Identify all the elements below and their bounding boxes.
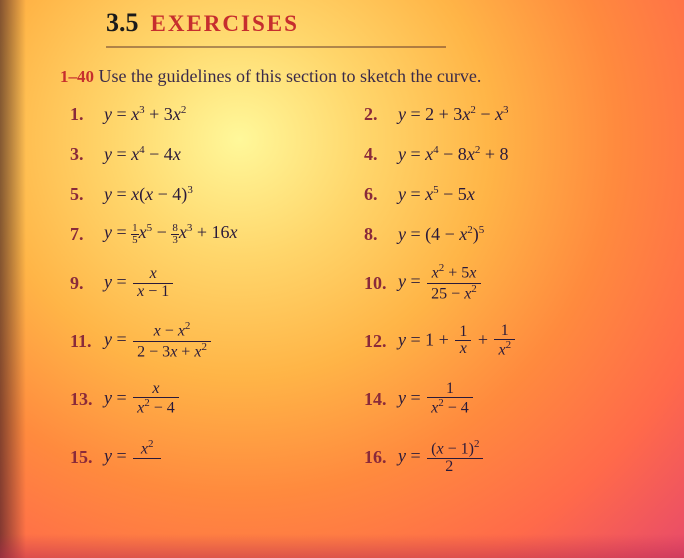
exercise-equation: y = (4 − x2)5 bbox=[398, 224, 484, 245]
exercise-grid: 1.y = x3 + 3x22.y = 2 + 3x2 − x33.y = x4… bbox=[60, 99, 648, 481]
exercise-number: 16. bbox=[364, 447, 398, 468]
exercise-item: 11.y = x − x22 − 3x + x2 bbox=[70, 317, 354, 365]
exercise-equation: y = xx − 1 bbox=[104, 266, 175, 301]
exercise-number: 12. bbox=[364, 331, 398, 352]
exercise-item: 4.y = x4 − 8x2 + 8 bbox=[364, 139, 648, 169]
page: 3.5 EXERCISES 1–40 Use the guidelines of… bbox=[0, 0, 684, 481]
exercise-item: 6.y = x5 − 5x bbox=[364, 179, 648, 209]
section-header: 3.5 EXERCISES bbox=[106, 8, 648, 38]
exercise-number: 2. bbox=[364, 104, 398, 125]
exercise-equation: y = 15x5 − 83x3 + 16x bbox=[104, 222, 237, 245]
exercise-equation: y = 2 + 3x2 − x3 bbox=[398, 104, 508, 125]
exercise-equation: y = x − x22 − 3x + x2 bbox=[104, 321, 213, 360]
exercise-item: 5.y = x(x − 4)3 bbox=[70, 179, 354, 209]
exercise-number: 14. bbox=[364, 389, 398, 410]
exercise-number: 4. bbox=[364, 144, 398, 165]
exercise-number: 8. bbox=[364, 224, 398, 245]
exercise-equation: y = x4 − 8x2 + 8 bbox=[398, 144, 508, 165]
section-number: 3.5 bbox=[106, 8, 139, 38]
exercise-number: 9. bbox=[70, 273, 104, 294]
exercise-item: 2.y = 2 + 3x2 − x3 bbox=[364, 99, 648, 129]
exercise-equation: y = 1x2 − 4 bbox=[398, 381, 475, 418]
exercise-number: 13. bbox=[70, 389, 104, 410]
left-shadow bbox=[0, 0, 26, 558]
exercise-equation: y = x3 + 3x2 bbox=[104, 104, 186, 125]
intro-text: Use the guidelines of this section to sk… bbox=[99, 66, 482, 86]
header-rule bbox=[106, 46, 446, 48]
exercise-item: 9.y = xx − 1 bbox=[70, 259, 354, 307]
exercise-item: 10.y = x2 + 5x25 − x2 bbox=[364, 259, 648, 307]
exercise-intro: 1–40 Use the guidelines of this section … bbox=[60, 66, 648, 87]
exercise-item: 15.y = x2 bbox=[70, 433, 354, 481]
exercise-number: 11. bbox=[70, 331, 104, 352]
exercise-item: 8.y = (4 − x2)5 bbox=[364, 219, 648, 249]
exercise-equation: y = x4 − 4x bbox=[104, 144, 181, 165]
exercise-number: 5. bbox=[70, 184, 104, 205]
exercise-equation: y = 1 + 1x + 1x2 bbox=[398, 323, 517, 360]
exercise-number: 15. bbox=[70, 447, 104, 468]
exercise-number: 3. bbox=[70, 144, 104, 165]
exercise-equation: y = x2 bbox=[104, 439, 163, 476]
exercise-number: 10. bbox=[364, 273, 398, 294]
exercise-range: 1–40 bbox=[60, 67, 94, 86]
exercise-item: 13.y = xx2 − 4 bbox=[70, 375, 354, 423]
section-title: EXERCISES bbox=[151, 11, 299, 37]
exercise-number: 1. bbox=[70, 104, 104, 125]
exercise-item: 16.y = (x − 1)2 2 bbox=[364, 433, 648, 481]
exercise-item: 1.y = x3 + 3x2 bbox=[70, 99, 354, 129]
exercise-number: 7. bbox=[70, 224, 104, 245]
exercise-item: 7.y = 15x5 − 83x3 + 16x bbox=[70, 219, 354, 249]
exercise-item: 3.y = x4 − 4x bbox=[70, 139, 354, 169]
exercise-item: 12.y = 1 + 1x + 1x2 bbox=[364, 317, 648, 365]
exercise-number: 6. bbox=[364, 184, 398, 205]
exercise-equation: y = x2 + 5x25 − x2 bbox=[398, 263, 483, 302]
exercise-equation: y = xx2 − 4 bbox=[104, 381, 181, 418]
exercise-item: 14.y = 1x2 − 4 bbox=[364, 375, 648, 423]
bottom-fade bbox=[0, 534, 684, 558]
exercise-equation: y = (x − 1)2 2 bbox=[398, 439, 485, 476]
exercise-equation: y = x5 − 5x bbox=[398, 184, 475, 205]
exercise-equation: y = x(x − 4)3 bbox=[104, 184, 193, 205]
